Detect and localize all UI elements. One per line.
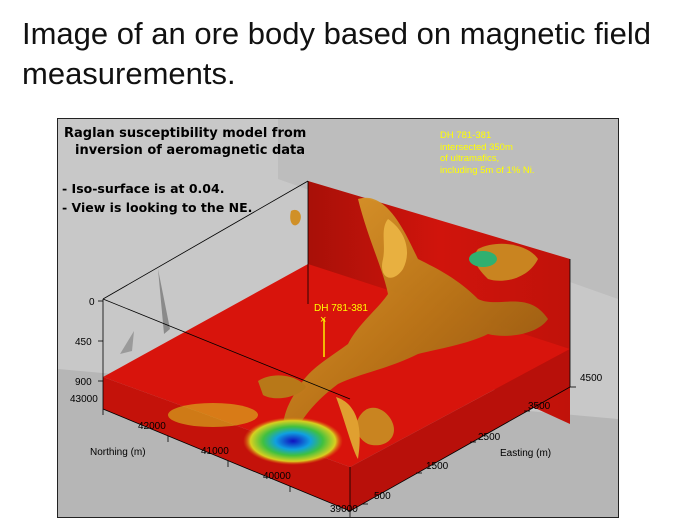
caption-line: Raglan susceptibility model from [64,126,307,141]
figure-caption: Raglan susceptibility model from inversi… [64,125,306,159]
note-view-direction: - View is looking to the NE. [62,200,253,215]
easting-tick-label: 3500 [528,401,551,412]
caption-line: inversion of aeromagnetic data [75,143,306,158]
ore-body-lobe [290,209,301,226]
gray-feature [120,331,134,354]
note-isosurface: - Iso-surface is at 0.04. [62,181,225,196]
easting-axis-label: Easting (m) [500,448,551,459]
annotation-line: intersected 350m [440,141,513,153]
annotation-line: of ultramafics, [440,153,500,164]
gray-feature [158,269,170,334]
wireframe-box [102,180,571,512]
front-face [350,349,570,511]
northing-axis-label: Northing (m) [90,447,146,458]
easting-tick-label: 2500 [478,432,501,443]
drill-hole-marker: × [320,314,326,326]
northing-tick-label: 40000 [263,471,291,482]
easting-tick-label: 500 [374,491,391,502]
drill-hole-label: DH 781-381 [314,303,368,314]
model-3d-view: 0 450 900 43000 42000 41000 40000 39000 … [58,119,618,517]
depth-tick-label: 900 [75,377,92,388]
ore-body-lobe [258,375,306,399]
drillhole-annotation: DH 781-381 intersected 350m of ultramafi… [440,130,600,176]
easting-tick-label: 1500 [426,461,449,472]
low-susceptibility-anomaly [168,403,258,427]
figure-notes: - Iso-surface is at 0.04. - View is look… [62,179,252,217]
annotation-line: DH 781-381 [440,130,492,141]
depth-tick-label: 450 [75,337,92,348]
annotation-line: including 5m of 1% Ni. [440,164,535,176]
left-face [103,377,350,511]
ore-body-lobe [336,397,360,459]
ore-body-surface [282,197,548,449]
anomaly-spot [469,251,497,267]
susceptibility-model-figure: 0 450 900 43000 42000 41000 40000 39000 … [57,118,619,518]
northing-tick-label: 41000 [201,446,229,457]
ore-body-lobe [382,219,408,278]
northing-tick-label: 43000 [70,394,98,405]
northing-tick-label: 42000 [138,421,166,432]
low-susceptibility-anomaly [243,417,343,465]
northing-tick-label: 39000 [330,504,358,515]
easting-tick-label: 4500 [580,373,603,384]
page-title: Image of an ore body based on magnetic f… [22,16,652,91]
depth-tick-label: 0 [89,297,95,308]
ore-body-lobe [356,407,394,446]
